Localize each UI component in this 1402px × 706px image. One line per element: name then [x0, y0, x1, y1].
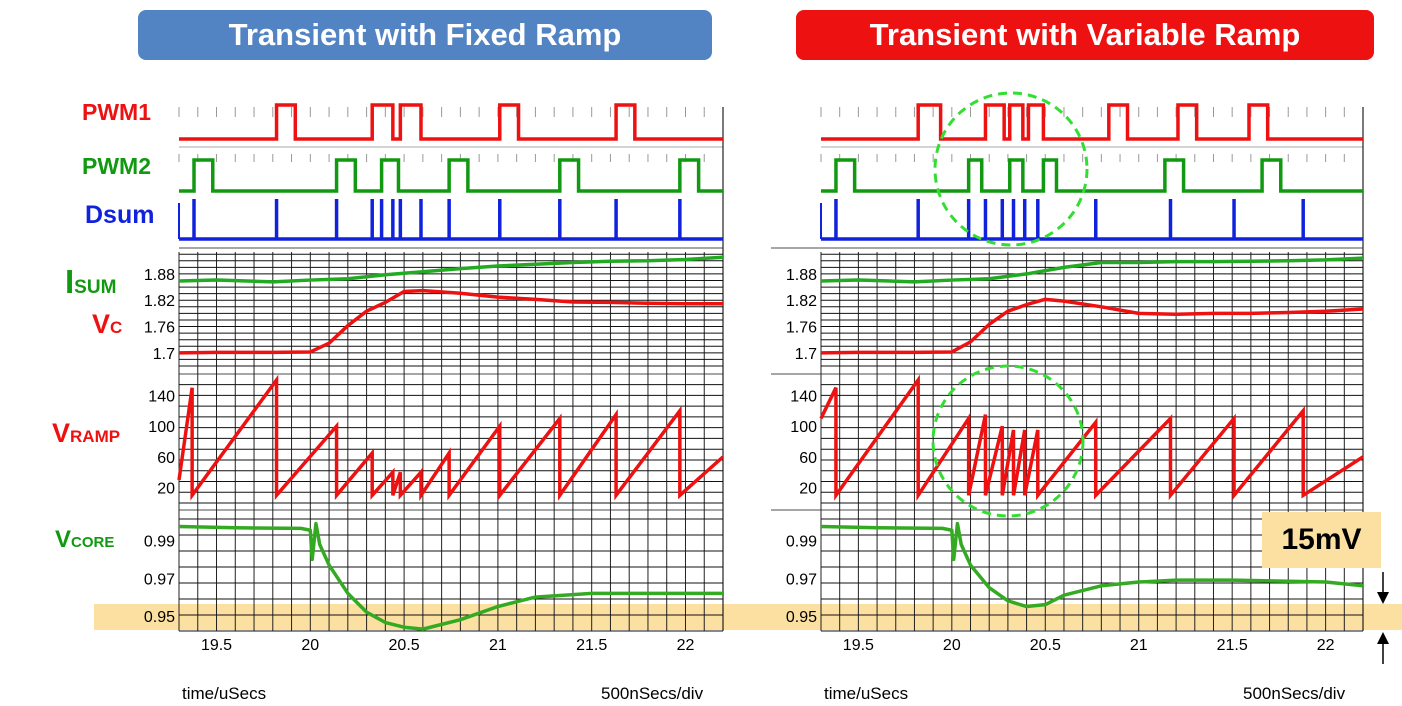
vramp-trace-right — [819, 374, 1364, 502]
pwm2-label: PWM2 — [82, 153, 151, 179]
vramp-label: VRAMP — [52, 418, 120, 449]
scope-panel-left: 1.7 1.76 1.82 1.88 20 60 100 140 0.95 0.97 0.99 19.… — [144, 103, 725, 654]
xtick-label-left: 20 — [301, 637, 319, 654]
vc-trace-left — [178, 288, 723, 355]
ytick-label-vramp-left: 20 — [157, 481, 175, 498]
xtick-label-right: 21 — [1130, 637, 1148, 654]
xlabel-left: time/uSecs — [182, 684, 267, 703]
pwm1-trace-right — [821, 103, 1363, 141]
xtick-label-left: 21.5 — [576, 637, 607, 654]
dsum-label: Dsum — [85, 201, 155, 229]
xtick-label-right: 22 — [1317, 637, 1335, 654]
vcore-trace-left — [178, 521, 723, 631]
pwm1-label: PWM1 — [82, 99, 151, 125]
ytick-label-vramp-right: 100 — [790, 419, 817, 436]
ytick-label-isum-right: 1.82 — [786, 293, 817, 310]
xtick-label-right: 20 — [943, 637, 961, 654]
vc-label-sub: C — [110, 318, 123, 337]
vramp-label-sub: RAMP — [70, 427, 121, 446]
ytick-label-isum-left: 1.82 — [144, 293, 175, 310]
delta-arrow-bottom-head — [1377, 632, 1389, 644]
xtick-label-left: 20.5 — [389, 637, 420, 654]
ytick-label-isum-right: 1.76 — [786, 320, 817, 337]
isum-trace-right — [820, 256, 1364, 284]
highlight-circle-pwm — [933, 91, 1089, 247]
xtick-label-right: 19.5 — [843, 637, 874, 654]
ytick-label-isum-left: 1.88 — [144, 267, 175, 284]
title-left-banner: Transient with Fixed Ramp — [138, 10, 712, 60]
vc-label-main: V — [92, 309, 111, 339]
pwm2-trace-left — [179, 158, 723, 193]
ytick-label-vramp-left: 140 — [148, 388, 175, 405]
scale-left: 500nSecs/div — [601, 684, 704, 703]
ytick-label-vcore-left: 0.95 — [144, 609, 175, 626]
ytick-label-isum-left: 1.76 — [144, 320, 175, 337]
highlight-circle-ramp — [931, 364, 1085, 518]
ytick-label-vcore-right: 0.97 — [786, 571, 817, 588]
vcore-label-main: V — [55, 526, 72, 553]
isum-label-sub: SUM — [74, 277, 117, 298]
delta-arrow-top-head — [1377, 592, 1389, 604]
isum-label-main: I — [65, 263, 75, 300]
ytick-label-isum-right: 1.7 — [795, 346, 817, 363]
min-vcore-highlight-band — [94, 604, 1402, 630]
ytick-label-isum-right: 1.88 — [786, 267, 817, 284]
xtick-label-left: 21 — [489, 637, 507, 654]
ytick-label-vramp-right: 60 — [799, 450, 817, 467]
xtick-label-left: 22 — [677, 637, 695, 654]
vramp-label-main: V — [52, 418, 71, 448]
vc-label: VC — [92, 309, 122, 340]
ytick-label-vcore-left: 0.97 — [144, 571, 175, 588]
xtick-label-left: 19.5 — [201, 637, 232, 654]
vcore-label-sub: CORE — [71, 534, 115, 551]
delta-annotation: 15mV — [1262, 512, 1381, 568]
ytick-label-vcore-right: 0.95 — [786, 609, 817, 626]
pwm2-trace-right — [821, 158, 1363, 193]
vramp-trace-left — [177, 374, 725, 502]
scale-right: 500nSecs/div — [1243, 684, 1346, 703]
ytick-label-isum-left: 1.7 — [153, 346, 175, 363]
isum-trace-left — [178, 255, 724, 284]
title-right-banner: Transient with Variable Ramp — [796, 10, 1374, 60]
xlabel-right: time/uSecs — [824, 684, 909, 703]
ytick-label-vramp-right: 20 — [799, 481, 817, 498]
ytick-label-vcore-right: 0.99 — [786, 534, 817, 551]
pwm1-trace-left — [179, 103, 723, 141]
vcore-trace-right — [820, 521, 1364, 609]
scope-panel-right: 1.7 1.76 1.82 1.88 20 60 100 140 0.95 0.97 0.99 19.… — [771, 103, 1364, 654]
ytick-label-vcore-left: 0.99 — [144, 534, 175, 551]
ytick-label-vramp-right: 140 — [790, 388, 817, 405]
xtick-label-right: 20.5 — [1030, 637, 1061, 654]
vc-trace-right — [820, 297, 1364, 355]
ytick-label-vramp-left: 100 — [148, 419, 175, 436]
vcore-label: VCORE — [55, 526, 114, 554]
isum-label: ISUM — [65, 263, 116, 301]
ytick-label-vramp-left: 60 — [157, 450, 175, 467]
xtick-label-right: 21.5 — [1217, 637, 1248, 654]
